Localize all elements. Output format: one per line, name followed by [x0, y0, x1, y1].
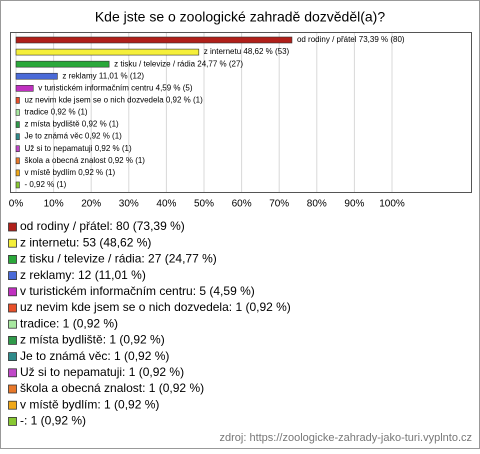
legend-swatch: [8, 368, 17, 378]
legend-label: z internetu: 53 (48,62 %): [20, 235, 151, 249]
legend-label: z místa bydliště: 1 (0,92 %): [20, 333, 165, 347]
legend-swatch: [8, 319, 17, 329]
legend-label: Je to známá věc: 1 (0,92 %): [20, 349, 169, 363]
bar: [15, 60, 110, 68]
legend-label: v turistickém informačním centru: 5 (4,5…: [20, 284, 255, 298]
data-label: škola a obecná znalost 0,92 % (1): [24, 156, 145, 165]
data-label: - 0,92 % (1): [24, 180, 66, 189]
legend-swatch: [8, 254, 17, 264]
legend-label: uz nevim kde jsem se o nich dozvedela: 1…: [20, 300, 291, 314]
x-tick-label: 100%: [379, 199, 405, 210]
bar: [15, 85, 34, 92]
bar: [15, 97, 20, 104]
data-label: z reklamy 11,01 % (12): [62, 71, 144, 80]
x-tick-label: 0%: [9, 199, 24, 210]
bar: [15, 72, 58, 80]
legend-swatch: [8, 303, 17, 313]
x-tick-label: 30%: [119, 199, 139, 210]
plot-area: [10, 32, 472, 193]
x-tick-label: 60%: [232, 199, 252, 210]
data-label: od rodiny / přátel 73,39 % (80): [297, 35, 405, 44]
chart-title: Kde jste se o zoologické zahradě dozvědě…: [95, 9, 386, 25]
data-label: Je to známá věc 0,92 % (1): [24, 132, 122, 141]
bar: [15, 169, 20, 177]
x-tick-label: 70%: [269, 199, 289, 210]
legend-label: v místě bydlím: 1 (0,92 %): [20, 397, 159, 411]
legend-swatch: [8, 271, 17, 281]
data-label: Už si to nepamatuji 0,92 % (1): [24, 144, 131, 153]
data-label: z internetu 48,62 % (53): [204, 47, 290, 56]
x-tick-label: 90%: [344, 199, 364, 210]
data-label: v místě bydlím 0,92 % (1): [24, 168, 115, 177]
x-tick-label: 20%: [81, 199, 101, 210]
bar: [15, 181, 20, 189]
legend-label: z tisku / televize / rádia: 27 (24,77 %): [20, 252, 217, 266]
legend-label: tradice: 1 (0,92 %): [20, 316, 118, 330]
data-label: v turistickém informačním centru 4,59 % …: [38, 83, 193, 92]
data-label: z tisku / televize / rádia 24,77 % (27): [114, 59, 243, 68]
legend-label: -: 1 (0,92 %): [20, 414, 86, 428]
legend-swatch: [8, 287, 17, 297]
data-label: tradice 0,92 % (1): [24, 108, 87, 117]
legend-swatch: [8, 238, 17, 248]
legend-swatch: [8, 416, 17, 426]
legend-label: Už si to nepamatuji: 1 (0,92 %): [20, 365, 184, 379]
legend-label: škola a obecná znalost: 1 (0,92 %): [20, 381, 204, 395]
data-label: uz nevim kde jsem se o nich dozvedela 0,…: [24, 96, 203, 105]
bar: [15, 145, 20, 153]
data-label: z místa bydliště 0,92 % (1): [24, 120, 119, 129]
bar: [15, 133, 20, 140]
source: zdroj: https://zoologicke-zahrady-jako-t…: [220, 432, 473, 444]
legend-swatch: [8, 384, 17, 394]
legend-label: od rodiny / přátel: 80 (73,39 %): [20, 219, 185, 233]
legend-swatch: [8, 335, 17, 345]
legend-label: z reklamy: 12 (11,01 %): [20, 268, 146, 282]
bar: [15, 121, 20, 128]
bar: [15, 36, 293, 44]
legend-swatch: [8, 222, 17, 232]
x-tick-label: 40%: [156, 199, 176, 210]
bar: [15, 48, 200, 56]
x-tick-label: 50%: [194, 199, 214, 210]
bar: [15, 109, 20, 116]
legend-swatch: [8, 400, 17, 410]
x-tick-label: 80%: [307, 199, 327, 210]
x-tick-label: 10%: [44, 199, 64, 210]
legend-swatch: [8, 352, 17, 362]
bar: [15, 157, 20, 165]
